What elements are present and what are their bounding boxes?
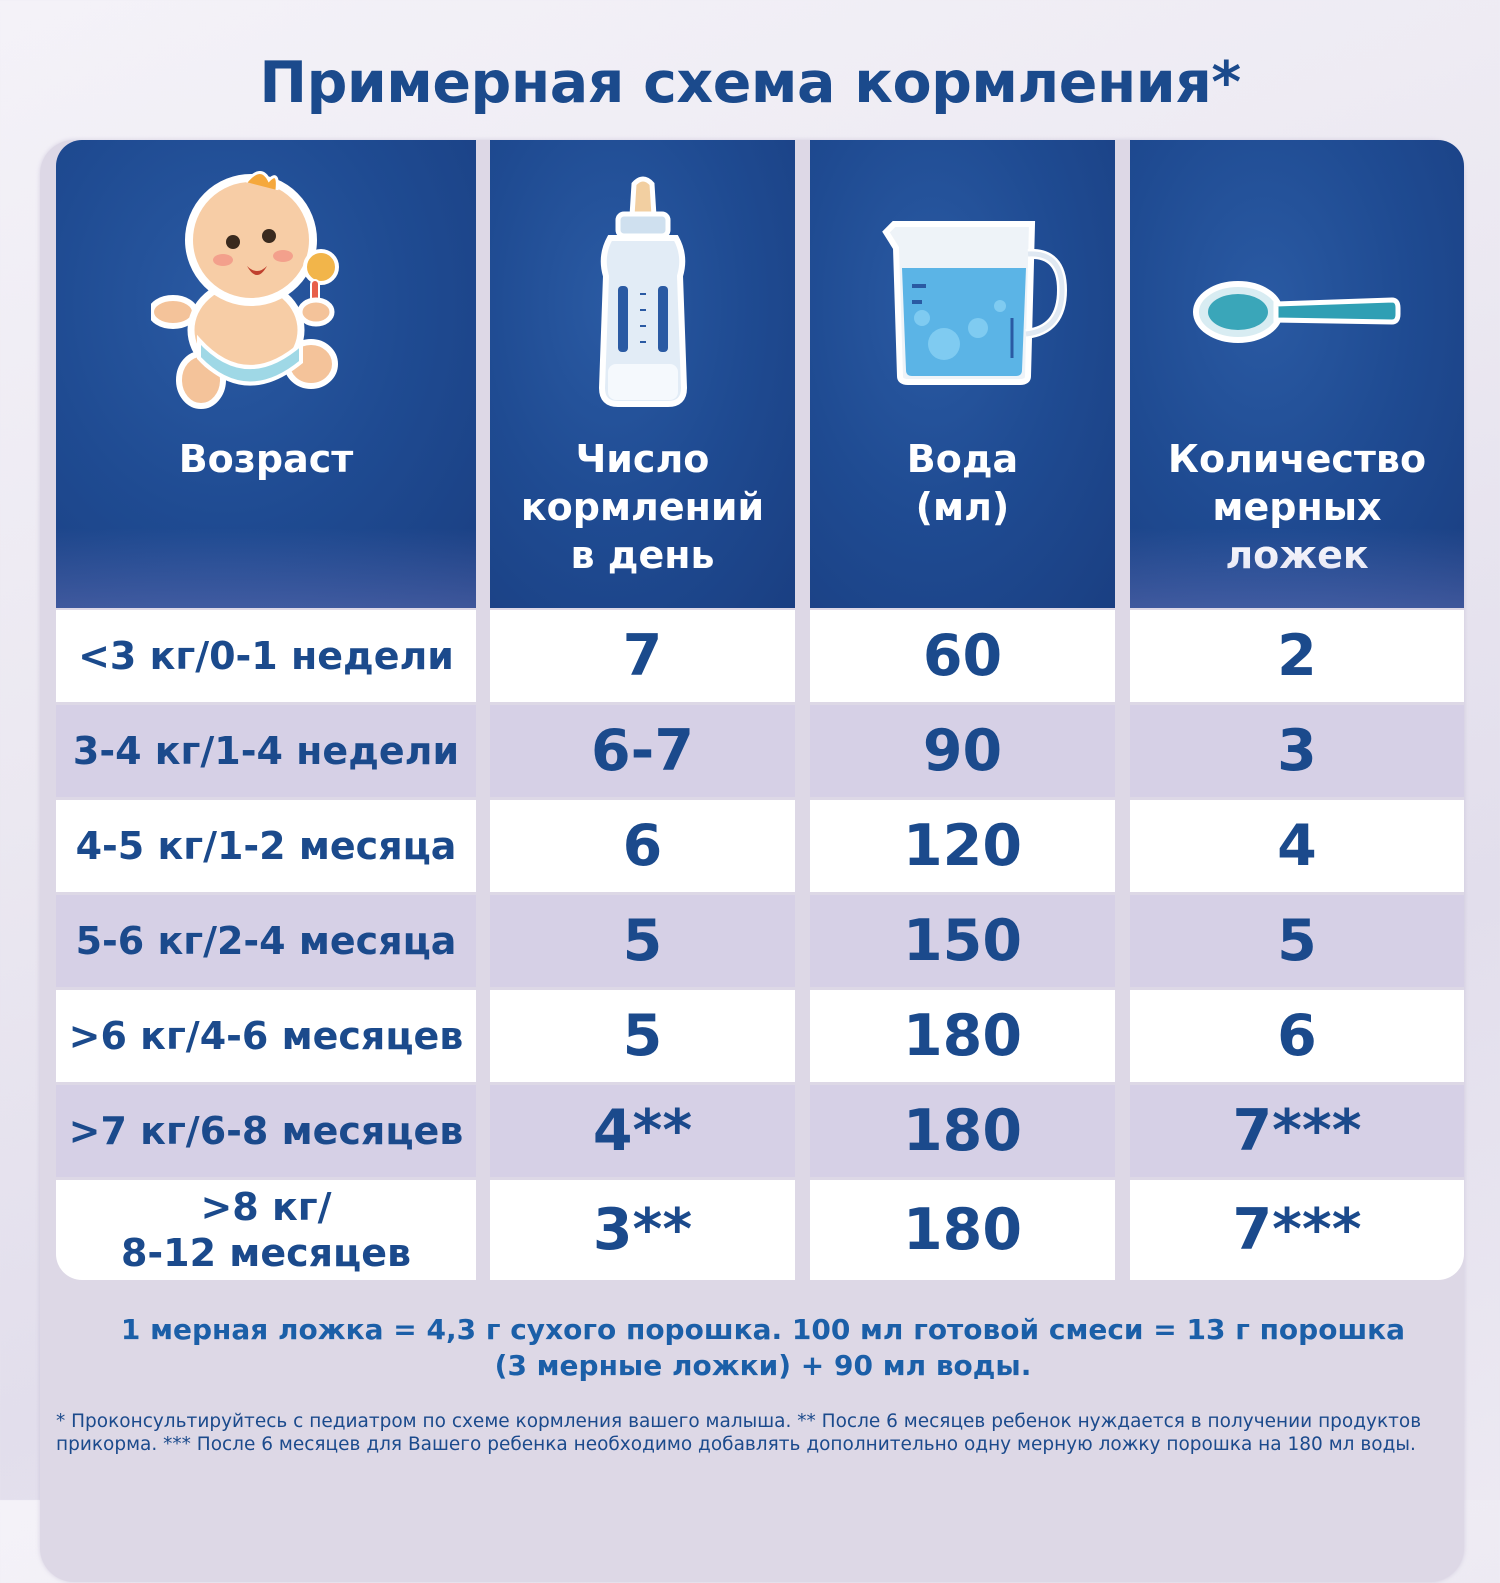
- table-cell-spoons: 2: [1130, 610, 1464, 702]
- table-row-age: >8 кг/ 8-12 месяцев: [56, 1180, 476, 1280]
- table-cell-water: 120: [810, 800, 1115, 892]
- table-cell-feedings: 6-7: [490, 705, 795, 797]
- header-water-label: Вода (мл): [810, 435, 1115, 531]
- table-cell-feedings: 5: [490, 990, 795, 1082]
- footnote: * Проконсультируйтесь с педиатром по схе…: [56, 1411, 1422, 1455]
- table-cell-water: 180: [810, 1180, 1115, 1280]
- header-water: Вода (мл): [810, 140, 1115, 608]
- table-row-age: <3 кг/0-1 недели: [56, 610, 476, 702]
- table-cell-spoons: 5: [1130, 895, 1464, 987]
- table-cell-water: 60: [810, 610, 1115, 702]
- column-water: Вода (мл) 60 90 120 150 180 180 180: [810, 140, 1115, 1583]
- table-row-age: >7 кг/6-8 месяцев: [56, 1085, 476, 1177]
- table-cell-feedings: 3**: [490, 1180, 795, 1280]
- baby-icon: [56, 140, 476, 430]
- header-spoons: Количество мерных ложек: [1130, 140, 1464, 608]
- bottle-icon: [490, 140, 795, 430]
- header-feedings-label: Число кормлений в день: [490, 435, 795, 579]
- column-spoons: Количество мерных ложек 2 3 4 5 6 7*** 7…: [1130, 140, 1464, 1583]
- table-cell-spoons: 4: [1130, 800, 1464, 892]
- table-cell-feedings: 6: [490, 800, 795, 892]
- table-cell-spoons: 7***: [1130, 1085, 1464, 1177]
- measurement-note: 1 мерная ложка = 4,3 г сухого порошка. 1…: [0, 1312, 1500, 1384]
- table-cell-feedings: 7: [490, 610, 795, 702]
- header-water-text: Вода (мл): [906, 437, 1019, 529]
- table-cell-spoons: 6: [1130, 990, 1464, 1082]
- column-feedings: Число кормлений в день 7 6-7 6 5 5 4** 3…: [490, 140, 795, 1583]
- table-cell-water: 180: [810, 1085, 1115, 1177]
- measurement-note-line2: (3 мерные ложки) + 90 мл воды.: [494, 1349, 1032, 1382]
- header-feedings: Число кормлений в день: [490, 140, 795, 608]
- column-age: Возраст <3 кг/0-1 недели 3-4 кг/1-4 неде…: [56, 140, 476, 1583]
- page-title: Примерная схема кормления*: [259, 50, 1241, 116]
- table-cell-water: 90: [810, 705, 1115, 797]
- header-feedings-text: Число кормлений в день: [520, 437, 765, 577]
- table-cell-feedings: 4**: [490, 1085, 795, 1177]
- table-row-age: >6 кг/4-6 месяцев: [56, 990, 476, 1082]
- table-cell-spoons: 3: [1130, 705, 1464, 797]
- header-spoons-text: Количество мерных ложек: [1167, 437, 1427, 577]
- spoon-icon: [1130, 140, 1464, 430]
- table-row-age: 5-6 кг/2-4 месяца: [56, 895, 476, 987]
- table-cell-water: 150: [810, 895, 1115, 987]
- measurement-note-line1: 1 мерная ложка = 4,3 г сухого порошка. 1…: [120, 1313, 1406, 1346]
- header-age-label: Возраст: [178, 437, 354, 481]
- table-row-age: 3-4 кг/1-4 недели: [56, 705, 476, 797]
- header-age: Возраст: [56, 140, 476, 608]
- table-row-age: 4-5 кг/1-2 месяца: [56, 800, 476, 892]
- measuring-jug-icon: [810, 140, 1115, 430]
- header-spoons-label: Количество мерных ложек: [1130, 435, 1464, 579]
- table-cell-water: 180: [810, 990, 1115, 1082]
- table-cell-spoons: 7***: [1130, 1180, 1464, 1280]
- table-cell-feedings: 5: [490, 895, 795, 987]
- feeding-table: Возраст <3 кг/0-1 недели 3-4 кг/1-4 неде…: [40, 140, 1464, 1582]
